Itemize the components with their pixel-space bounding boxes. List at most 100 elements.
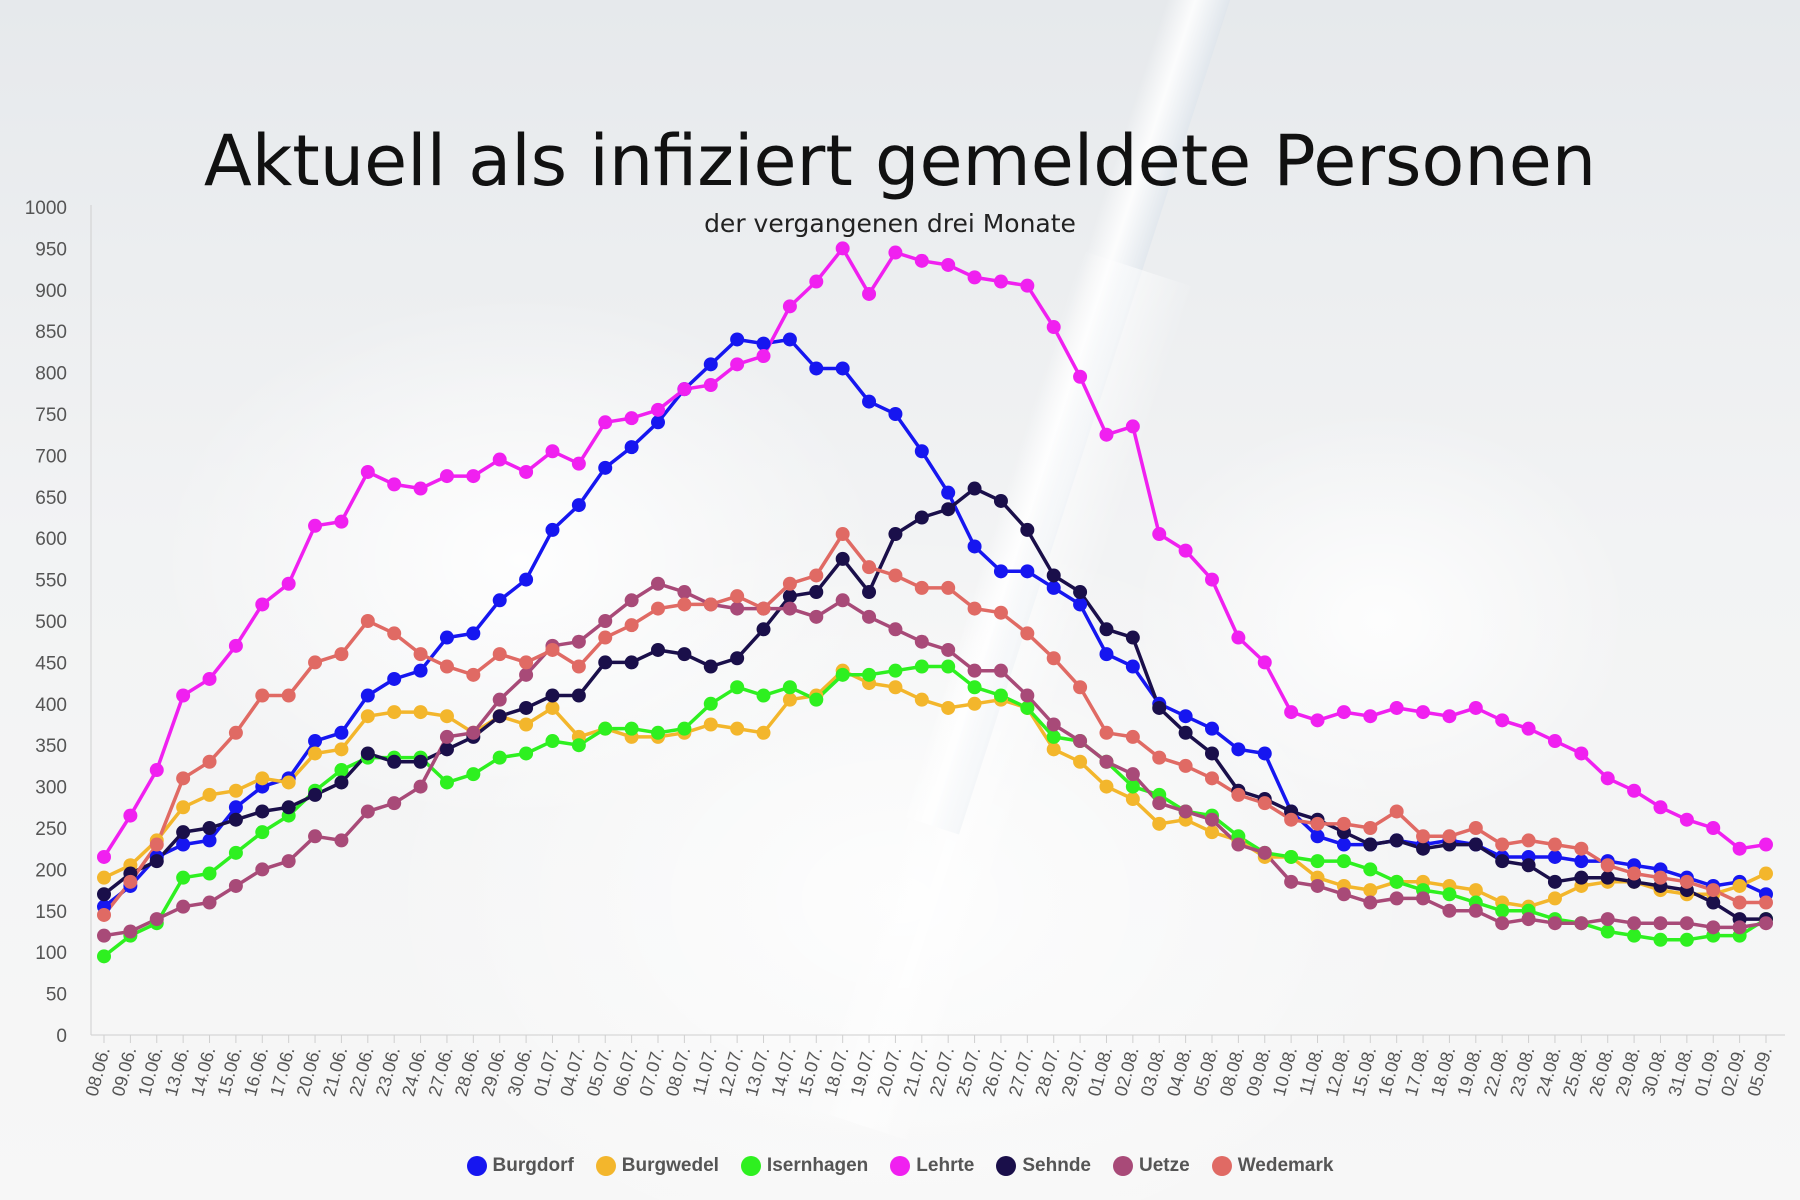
data-point-isernhagen — [677, 721, 692, 736]
data-point-lehrte — [862, 286, 877, 301]
data-point-wedemark — [624, 618, 639, 633]
data-point-isernhagen — [1310, 854, 1325, 869]
data-point-uetze — [123, 924, 138, 939]
data-point-wedemark — [993, 605, 1008, 620]
data-point-uetze — [1706, 920, 1721, 935]
data-point-wedemark — [914, 580, 929, 595]
data-point-burgdorf — [1125, 659, 1140, 674]
data-point-sehnde — [914, 510, 929, 525]
data-point-burgwedel — [334, 742, 349, 757]
legend-item-burgdorf[interactable]: Burgdorf — [466, 1155, 574, 1177]
data-point-burgdorf — [334, 725, 349, 740]
data-point-wedemark — [387, 626, 402, 641]
data-point-wedemark — [492, 647, 507, 662]
data-point-wedemark — [1310, 816, 1325, 831]
data-point-wedemark — [835, 527, 850, 542]
data-point-isernhagen — [176, 870, 191, 885]
data-point-burgwedel — [1468, 883, 1483, 898]
data-point-wedemark — [1205, 771, 1219, 786]
data-point-wedemark — [1020, 626, 1035, 641]
data-point-uetze — [360, 804, 375, 819]
data-point-sehnde — [1389, 833, 1404, 848]
data-point-lehrte — [1653, 800, 1668, 815]
data-point-lehrte — [1310, 713, 1325, 728]
legend-dot-icon — [890, 1156, 911, 1176]
data-point-sehnde — [651, 642, 665, 657]
data-point-wedemark — [571, 659, 586, 674]
data-point-uetze — [202, 895, 217, 910]
data-point-burgwedel — [176, 800, 191, 815]
data-point-burgwedel — [1099, 779, 1114, 794]
data-point-lehrte — [730, 357, 745, 372]
data-point-burgwedel — [228, 783, 243, 798]
data-point-wedemark — [1679, 874, 1694, 889]
data-point-burgdorf — [1336, 837, 1351, 852]
legend-label: Wedemark — [1237, 1155, 1334, 1176]
data-point-isernhagen — [1627, 928, 1642, 943]
data-point-lehrte — [202, 671, 217, 686]
data-point-isernhagen — [1020, 700, 1035, 715]
y-tick-label: 300 — [35, 778, 67, 799]
data-point-burgwedel — [1547, 891, 1562, 906]
legend-label: Isernhagen — [766, 1155, 869, 1176]
legend-item-lehrte[interactable]: Lehrte — [890, 1155, 974, 1177]
data-point-wedemark — [1363, 821, 1378, 835]
legend-item-uetze[interactable]: Uetze — [1113, 1155, 1190, 1177]
data-point-lehrte — [782, 299, 797, 314]
y-tick-label: 850 — [35, 322, 67, 343]
data-point-sehnde — [519, 700, 534, 715]
data-point-uetze — [1046, 717, 1061, 732]
data-point-sehnde — [202, 821, 217, 835]
data-point-uetze — [228, 878, 243, 893]
data-point-burgdorf — [835, 361, 850, 376]
data-point-uetze — [1653, 916, 1668, 931]
data-point-sehnde — [1574, 870, 1589, 885]
data-point-uetze — [888, 622, 903, 637]
legend-dot-icon — [996, 1156, 1017, 1176]
data-point-uetze — [439, 729, 454, 744]
data-point-wedemark — [1495, 837, 1510, 852]
data-point-sehnde — [1600, 870, 1615, 885]
data-point-burgdorf — [967, 539, 982, 554]
data-point-sehnde — [1521, 858, 1536, 873]
data-point-uetze — [993, 663, 1008, 678]
data-point-sehnde — [730, 651, 745, 666]
data-point-burgdorf — [176, 837, 191, 852]
data-point-uetze — [914, 634, 929, 649]
data-point-sehnde — [835, 551, 850, 566]
data-point-burgwedel — [255, 771, 270, 786]
data-point-isernhagen — [466, 767, 481, 782]
data-point-isernhagen — [703, 696, 718, 711]
data-point-uetze — [1679, 916, 1694, 931]
data-point-wedemark — [941, 580, 956, 595]
data-point-wedemark — [730, 589, 745, 604]
data-point-burgdorf — [809, 361, 824, 376]
data-point-wedemark — [149, 837, 164, 852]
data-point-isernhagen — [1336, 854, 1351, 869]
legend-item-burgwedel[interactable]: Burgwedel — [595, 1155, 719, 1177]
data-point-wedemark — [1152, 750, 1167, 765]
legend-item-isernhagen[interactable]: Isernhagen — [740, 1155, 869, 1177]
data-point-sehnde — [941, 502, 956, 517]
data-point-burgdorf — [941, 485, 956, 500]
data-point-burgwedel — [914, 692, 929, 707]
data-point-isernhagen — [651, 725, 665, 740]
chart-axes: 0 50 100 150 200 250 300 350 400 450 500 550 600 650 7… — [25, 198, 1785, 1047]
data-point-isernhagen — [914, 659, 929, 674]
data-point-wedemark — [1257, 796, 1272, 811]
legend-item-sehnde[interactable]: Sehnde — [996, 1155, 1091, 1177]
data-point-burgdorf — [730, 332, 745, 347]
data-point-wedemark — [360, 614, 375, 628]
data-point-burgdorf — [571, 498, 586, 513]
data-point-lehrte — [1099, 427, 1114, 442]
legend-item-wedemark[interactable]: Wedemark — [1211, 1155, 1334, 1177]
data-point-lehrte — [809, 274, 824, 289]
data-point-burgdorf — [914, 444, 929, 459]
legend-dot-icon — [595, 1156, 616, 1176]
data-point-uetze — [571, 634, 586, 649]
data-point-uetze — [1627, 916, 1642, 931]
data-point-burgwedel — [1125, 792, 1140, 807]
data-point-wedemark — [123, 874, 138, 889]
data-point-lehrte — [1706, 821, 1721, 835]
data-point-uetze — [1257, 845, 1272, 860]
